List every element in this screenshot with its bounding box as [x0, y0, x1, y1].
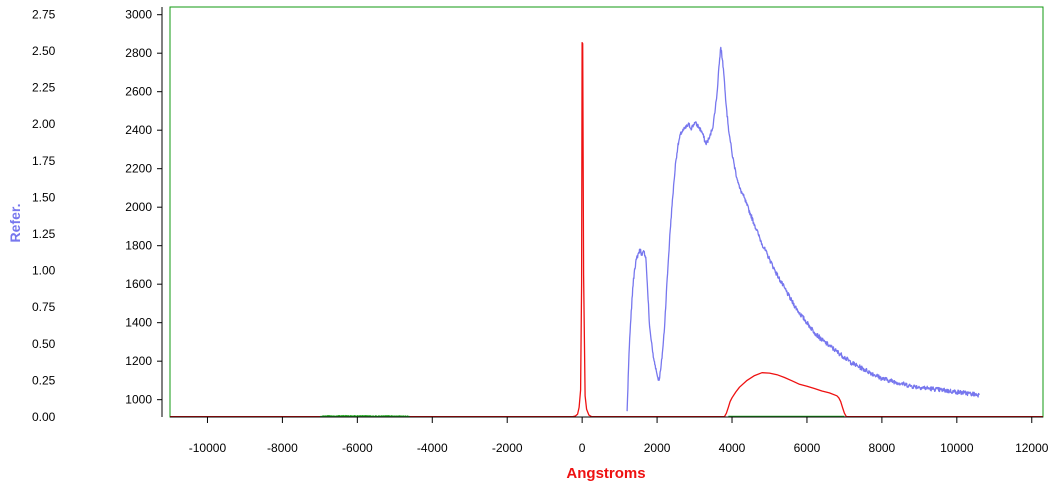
- x-tick-label: 0: [579, 441, 586, 455]
- y-right-tick-label: 2600: [125, 85, 152, 99]
- y-left-tick-label: 1.75: [32, 154, 56, 168]
- y-right-tick-label: 1400: [125, 316, 152, 330]
- y-right-tick-label: 2400: [125, 123, 152, 137]
- x-ticks: -10000 -8000 -6000 -4000 -2000 0 2000 4000 6000 8…: [189, 417, 1049, 455]
- y-left-tick-label: 2.00: [32, 117, 56, 131]
- x-axis-title: Angstroms: [566, 465, 645, 482]
- x-tick-label: 12000: [1015, 441, 1049, 455]
- y-left-tick-label: 2.50: [32, 44, 56, 58]
- y-left-tick-label: 2.25: [32, 81, 56, 95]
- y-left-tick-label: 1.00: [32, 264, 56, 278]
- y-right-tick-label: 2200: [125, 162, 152, 176]
- x-tick-label: 8000: [869, 441, 896, 455]
- series-line-0: [626, 46, 980, 412]
- plot-frame: [169, 6, 1044, 418]
- series-line-2: [319, 414, 411, 418]
- y-right-tick-label: 1600: [125, 277, 152, 291]
- y-right-tick-label: 1800: [125, 239, 152, 253]
- x-tick-label: -10000: [189, 441, 227, 455]
- y-right-tick-label: 3000: [125, 8, 152, 22]
- y-right-tick-label: 1200: [125, 354, 152, 368]
- y-left-tick-label: 0.50: [32, 337, 56, 351]
- x-tick-label: -6000: [342, 441, 373, 455]
- y-left-tick-label: 2.75: [32, 7, 56, 21]
- y-axis-title: Refer.: [7, 204, 23, 243]
- series-line-1: [170, 41, 1043, 418]
- y-left-tick-label: 1.25: [32, 227, 56, 241]
- x-tick-label: -8000: [267, 441, 298, 455]
- x-tick-label: 10000: [940, 441, 974, 455]
- x-tick-label: -4000: [417, 441, 448, 455]
- x-tick-label: 4000: [719, 441, 746, 455]
- y-left-tick-label: 0.75: [32, 300, 56, 314]
- y-left-tick-label: 0.00: [32, 410, 56, 424]
- y-left-tick-label: 1.50: [32, 190, 56, 204]
- y-right-tick-label: 2800: [125, 46, 152, 60]
- series-layer: [170, 41, 1043, 418]
- y-left-tick-label: 0.25: [32, 373, 56, 387]
- y-right-ticks: 1000 1200 1400 1600 1800 2000 2200 2400 2600 2800…: [125, 8, 162, 407]
- x-tick-label: 2000: [644, 441, 671, 455]
- x-tick-label: -2000: [492, 441, 523, 455]
- y-right-tick-label: 2000: [125, 200, 152, 214]
- y-left-ticks: 0.00 0.25 0.50 0.75 1.00 1.25 1.50 1.75 2.00 2.25…: [32, 7, 56, 424]
- y-right-tick-label: 1000: [125, 393, 152, 407]
- x-tick-label: 6000: [794, 441, 821, 455]
